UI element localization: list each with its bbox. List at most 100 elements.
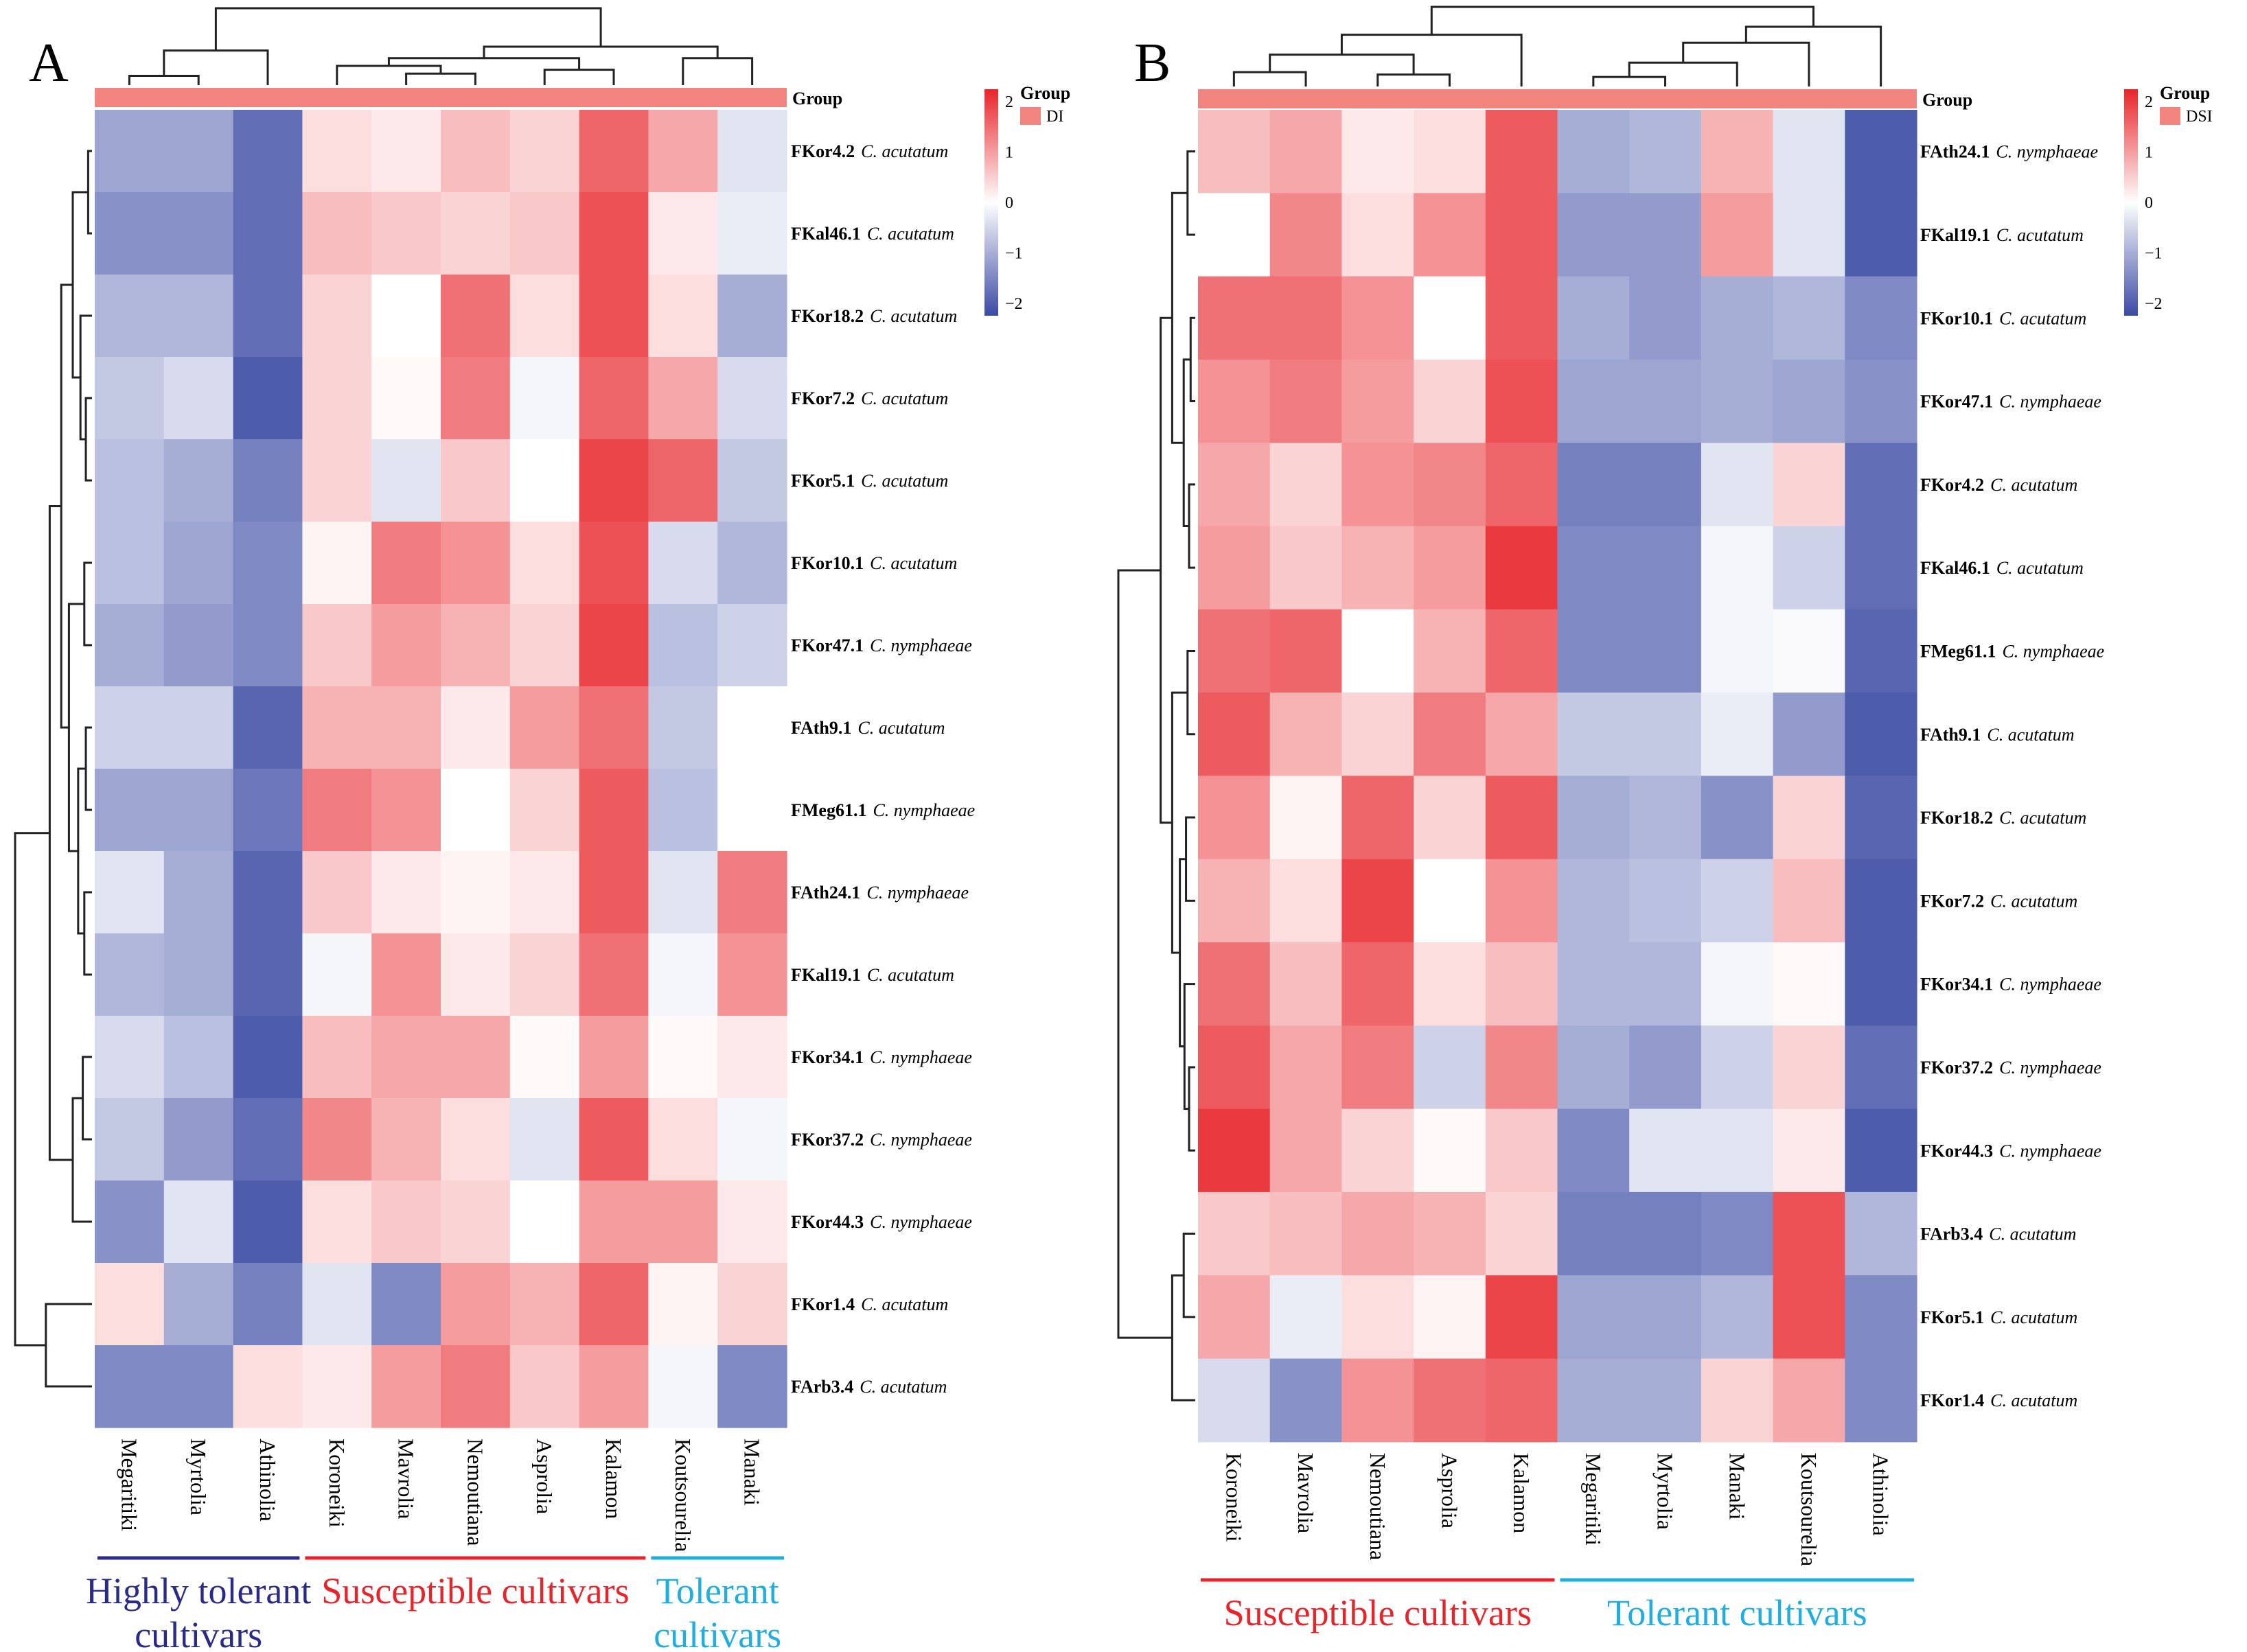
row-label: FKor5.1 C. acutatum xyxy=(1920,1307,2077,1327)
column-dendrogram xyxy=(1232,5,1882,86)
heatmap-cell xyxy=(1773,110,1845,194)
heatmap-cell xyxy=(95,522,165,605)
heatmap-cell xyxy=(1198,359,1271,443)
heatmap-cell xyxy=(1198,1275,1271,1360)
dendrogram-branch xyxy=(1628,61,1738,86)
heatmap-cell xyxy=(1269,110,1342,194)
heatmap-cell xyxy=(302,357,372,440)
heatmap-cell xyxy=(1557,1108,1630,1193)
heatmap-cell xyxy=(371,1180,441,1264)
dendrogram-branch xyxy=(1682,41,1810,86)
heatmap-cell xyxy=(441,110,511,193)
heatmap-cell xyxy=(233,604,303,687)
heatmap-cell xyxy=(1773,193,1845,277)
row-label: FKor4.2 C. acutatum xyxy=(1920,475,2077,495)
heatmap-cell xyxy=(1701,693,1774,776)
heatmap-cell xyxy=(1701,110,1774,194)
dendrogram-branch xyxy=(1185,816,1195,902)
heatmap-cell xyxy=(441,522,511,605)
heatmap-cell xyxy=(441,933,511,1016)
dendrogram-branch xyxy=(83,561,92,647)
heatmap-cell xyxy=(1773,776,1845,860)
legend-tick: 0 xyxy=(2145,194,2153,212)
heatmap-cell xyxy=(1414,1108,1486,1193)
row-labels: FKor4.2 C. acutatum FKal46.1 C. acutatum FKo… xyxy=(791,141,975,1397)
heatmap-cell xyxy=(1845,1025,1917,1110)
heatmap-cell xyxy=(509,1098,580,1181)
heatmap-cell xyxy=(1414,359,1486,443)
heatmap-cell xyxy=(302,933,372,1016)
dendrogram-branch xyxy=(1232,71,1307,86)
column-label: Myrtolia xyxy=(186,1439,211,1515)
legend-tick: 2 xyxy=(1005,93,1013,111)
heatmap-cell xyxy=(1701,276,1774,360)
heatmap-cell xyxy=(302,1263,372,1346)
heatmap-cell xyxy=(1773,359,1845,443)
heatmap-cell xyxy=(579,110,649,193)
heatmap-cell xyxy=(1629,276,1702,360)
heatmap-cell xyxy=(1773,1108,1845,1193)
heatmap-cell xyxy=(1773,693,1845,776)
heatmap-cell xyxy=(441,439,511,522)
heatmap-cell xyxy=(302,522,372,605)
heatmap-cell xyxy=(163,1345,234,1428)
legend-swatch xyxy=(1020,107,1041,125)
heatmap-cell xyxy=(579,275,649,358)
heatmap-cell xyxy=(648,1016,718,1099)
heatmap-cell xyxy=(1198,776,1271,860)
dendrogram-branch xyxy=(1179,858,1186,1048)
legend-tick: −1 xyxy=(2145,245,2163,263)
heatmap-cell xyxy=(371,851,441,934)
heatmap-cell xyxy=(648,604,718,687)
heatmap-cell xyxy=(1414,110,1486,194)
heatmap-cell xyxy=(163,769,234,852)
column-label: Megaritiki xyxy=(1581,1453,1606,1546)
dendrogram-branch xyxy=(1182,1233,1195,1318)
heatmap-cell xyxy=(1773,443,1845,527)
heatmap-cell xyxy=(302,769,372,852)
row-dendrogram xyxy=(1117,150,1195,1401)
heatmap-cell xyxy=(441,275,511,358)
heatmap-cell xyxy=(579,1098,649,1181)
heatmap-cell xyxy=(1845,776,1917,860)
heatmap-cell xyxy=(1701,443,1774,527)
heatmap-cell xyxy=(717,1345,787,1428)
dendrogram-branch xyxy=(84,726,92,811)
heatmap-cell xyxy=(163,851,234,934)
dendrogram-branch xyxy=(1186,649,1195,736)
heatmap-cell xyxy=(163,1098,234,1181)
column-label: Asprolia xyxy=(1437,1453,1462,1528)
heatmap-cell xyxy=(1845,859,1917,943)
row-label: FAth9.1 C. acutatum xyxy=(791,718,945,738)
heatmap-cell xyxy=(1629,1275,1702,1360)
heatmap-cell xyxy=(233,1016,303,1099)
heatmap-cell xyxy=(163,604,234,687)
heatmap-cell xyxy=(95,851,165,934)
heatmap-cell xyxy=(1485,776,1558,860)
column-label: Nemoutiana xyxy=(1366,1453,1390,1560)
dendrogram-branch xyxy=(1188,483,1195,569)
heatmap-cell xyxy=(1198,1108,1271,1193)
heatmap-cell xyxy=(1341,1358,1414,1443)
heatmap-cell xyxy=(579,439,649,522)
heatmap-cell xyxy=(1845,1358,1917,1443)
heatmap-cell xyxy=(371,275,441,358)
row-label: FKal46.1 C. acutatum xyxy=(1920,558,2084,578)
group-annotation-bar xyxy=(95,88,787,107)
heatmap-cell xyxy=(371,439,441,522)
heatmap-cell xyxy=(1198,526,1271,610)
heatmap-cell xyxy=(1485,110,1558,194)
heatmap-cell xyxy=(441,604,511,687)
heatmap-cell xyxy=(441,192,511,275)
heatmap-cell xyxy=(648,1098,718,1181)
heatmap-cell xyxy=(1198,1358,1271,1443)
heatmap-cell xyxy=(1773,1191,1845,1276)
dendrogram-branch xyxy=(387,57,581,70)
group-annotation-label: Group xyxy=(1922,90,1972,110)
heatmap-cell xyxy=(441,1263,511,1346)
heatmap-cell xyxy=(371,1098,441,1181)
heatmap-cell xyxy=(302,1180,372,1264)
column-label: Asprolia xyxy=(532,1439,557,1514)
